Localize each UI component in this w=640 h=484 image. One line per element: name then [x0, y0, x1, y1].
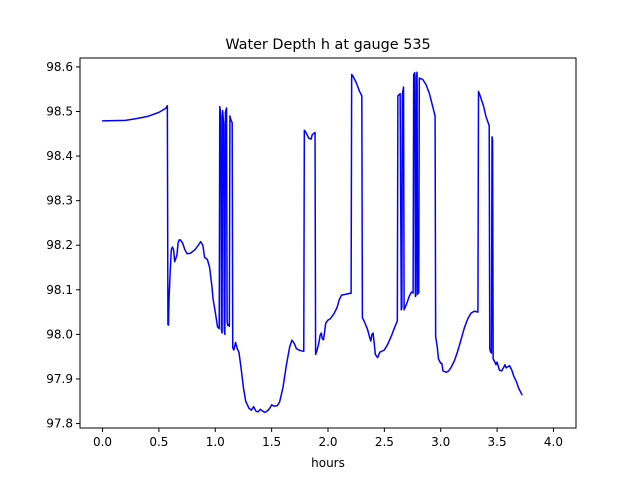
- plot-frame: [79, 57, 577, 429]
- axis-ticks: 0.0 0.5 1.0 1.5 2.0 2.5 3.0 3.5 4.0 97.8 97.9 98.0 9…: [46, 60, 563, 449]
- plot-area: [101, 71, 523, 414]
- chart-title: Water Depth h at gauge 535: [225, 37, 430, 53]
- x-tick-label: 2.0: [318, 435, 337, 449]
- y-tick-label: 98.5: [46, 104, 73, 118]
- x-tick-label: 0.0: [93, 435, 112, 449]
- x-tick-label: 1.5: [262, 435, 281, 449]
- y-tick-label: 98.3: [46, 194, 73, 208]
- x-tick-label: 4.0: [544, 435, 563, 449]
- y-tick-label: 98.0: [46, 327, 73, 341]
- y-tick-label: 98.2: [46, 238, 73, 252]
- y-tick-label: 98.6: [46, 60, 73, 74]
- y-tick-label: 97.9: [46, 372, 73, 386]
- x-tick-label: 2.5: [375, 435, 394, 449]
- x-tick-label: 3.0: [431, 435, 450, 449]
- x-tick-label: 1.0: [206, 435, 225, 449]
- x-axis-label: hours: [311, 456, 345, 470]
- y-tick-label: 98.1: [46, 283, 73, 297]
- x-tick-label: 0.5: [149, 435, 168, 449]
- y-tick-label: 98.4: [46, 149, 73, 163]
- series-line-0: [101, 71, 523, 414]
- y-tick-label: 97.8: [46, 417, 73, 431]
- x-tick-label: 3.5: [488, 435, 507, 449]
